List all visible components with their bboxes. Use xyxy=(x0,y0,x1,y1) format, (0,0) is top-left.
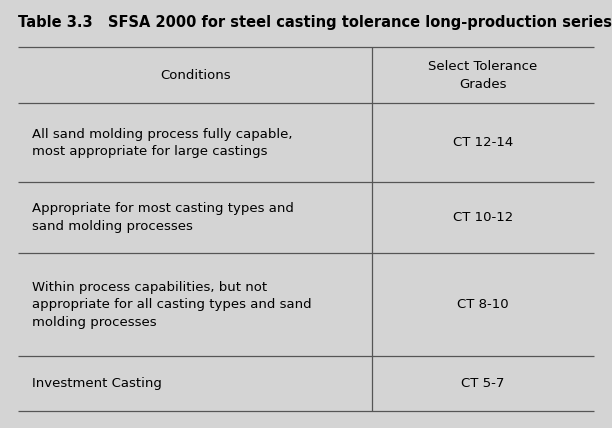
Text: Table 3.3   SFSA 2000 for steel casting tolerance long-production series.: Table 3.3 SFSA 2000 for steel casting to… xyxy=(18,15,612,30)
Text: CT 12-14: CT 12-14 xyxy=(453,137,513,149)
Text: Conditions: Conditions xyxy=(160,69,231,82)
Text: CT 8-10: CT 8-10 xyxy=(457,298,509,311)
Text: All sand molding process fully capable,
most appropriate for large castings: All sand molding process fully capable, … xyxy=(32,128,293,158)
Text: CT 10-12: CT 10-12 xyxy=(453,211,513,224)
Text: Investment Casting: Investment Casting xyxy=(32,377,162,390)
Text: Within process capabilities, but not
appropriate for all casting types and sand
: Within process capabilities, but not app… xyxy=(32,281,312,329)
Text: Select Tolerance
Grades: Select Tolerance Grades xyxy=(428,60,537,91)
Text: Appropriate for most casting types and
sand molding processes: Appropriate for most casting types and s… xyxy=(32,202,294,233)
Text: CT 5-7: CT 5-7 xyxy=(461,377,504,390)
